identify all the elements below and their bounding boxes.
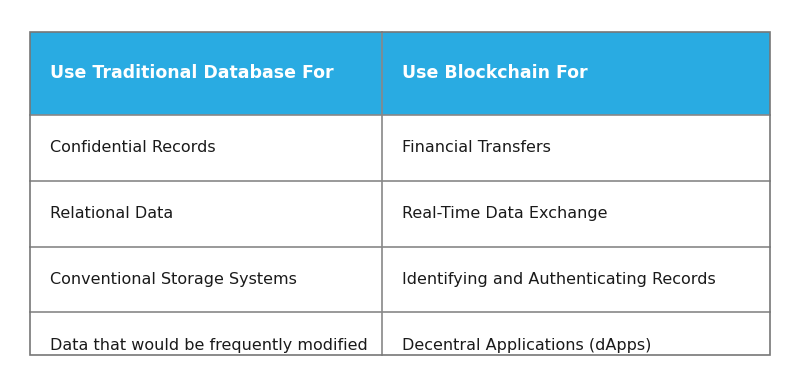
Text: Identifying and Authenticating Records: Identifying and Authenticating Records (402, 272, 716, 287)
Bar (382, 312, 770, 378)
Text: Decentral Applications (dApps): Decentral Applications (dApps) (402, 338, 652, 353)
Text: Use Blockchain For: Use Blockchain For (402, 64, 588, 82)
Bar (30, 181, 382, 247)
Bar (30, 32, 770, 355)
Bar (382, 32, 770, 115)
Text: Real-Time Data Exchange: Real-Time Data Exchange (402, 206, 608, 221)
Text: Financial Transfers: Financial Transfers (402, 140, 551, 155)
Bar (382, 247, 770, 312)
Bar (382, 115, 770, 181)
Text: Conventional Storage Systems: Conventional Storage Systems (50, 272, 298, 287)
Text: Confidential Records: Confidential Records (50, 140, 216, 155)
Bar (30, 32, 382, 115)
Bar (30, 312, 382, 378)
Bar (30, 115, 382, 181)
Text: Use Traditional Database For: Use Traditional Database For (50, 64, 334, 82)
Bar (30, 247, 382, 312)
Bar (382, 181, 770, 247)
Text: Data that would be frequently modified: Data that would be frequently modified (50, 338, 368, 353)
Text: Relational Data: Relational Data (50, 206, 174, 221)
